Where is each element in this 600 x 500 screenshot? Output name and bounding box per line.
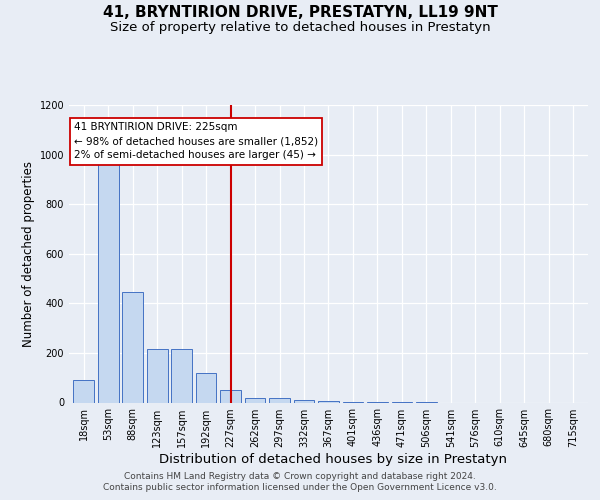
Text: 41 BRYNTIRION DRIVE: 225sqm
← 98% of detached houses are smaller (1,852)
2% of s: 41 BRYNTIRION DRIVE: 225sqm ← 98% of det… [74,122,318,160]
Bar [122,292,143,403]
Text: Distribution of detached houses by size in Prestatyn: Distribution of detached houses by size … [159,452,507,466]
Text: Contains HM Land Registry data © Crown copyright and database right 2024.: Contains HM Land Registry data © Crown c… [124,472,476,481]
Bar [318,400,339,402]
Bar [73,380,94,402]
Bar [196,373,217,402]
Bar [269,398,290,402]
Bar [98,162,119,402]
Bar [293,400,314,402]
Y-axis label: Number of detached properties: Number of detached properties [22,161,35,347]
Text: Contains public sector information licensed under the Open Government Licence v3: Contains public sector information licen… [103,484,497,492]
Bar [220,390,241,402]
Bar [171,349,192,403]
Bar [147,349,167,403]
Text: Size of property relative to detached houses in Prestatyn: Size of property relative to detached ho… [110,21,490,34]
Bar [245,398,265,402]
Text: 41, BRYNTIRION DRIVE, PRESTATYN, LL19 9NT: 41, BRYNTIRION DRIVE, PRESTATYN, LL19 9N… [103,5,497,20]
